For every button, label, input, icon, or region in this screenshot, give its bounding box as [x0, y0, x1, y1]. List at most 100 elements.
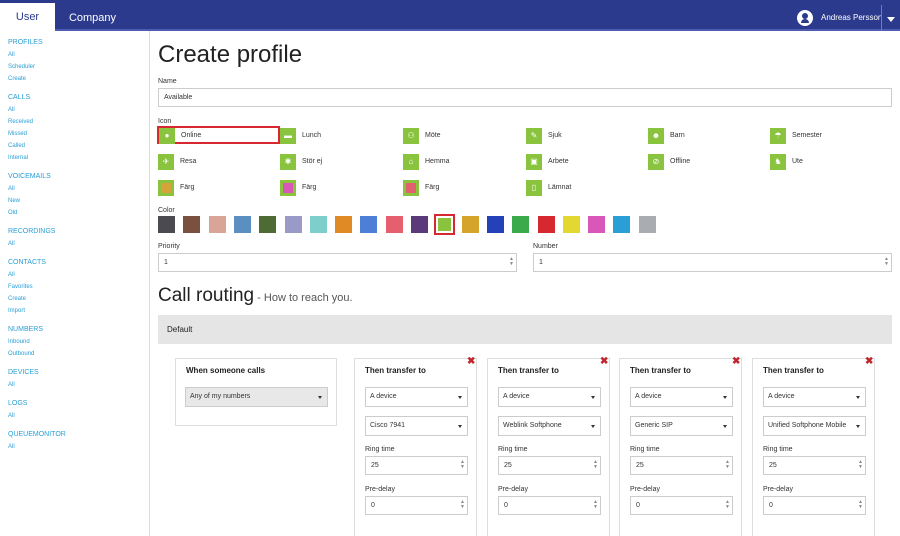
tab-user[interactable]: User [0, 3, 55, 31]
color-swatch[interactable] [461, 216, 479, 233]
sidebar-item[interactable]: All [8, 52, 15, 58]
color-swatch[interactable] [537, 216, 555, 233]
sidebar-section-calls[interactable]: CALLS [8, 94, 31, 101]
icon-option[interactable]: ▬ Lunch [280, 128, 400, 144]
transfer-type-select[interactable]: A device [365, 387, 468, 407]
remove-step-icon[interactable]: ✖ [732, 356, 741, 367]
sidebar-item[interactable]: Outbound [8, 351, 35, 357]
spinner-icon[interactable]: ▲ ▼ [858, 459, 863, 470]
color-swatch[interactable] [158, 216, 175, 233]
sidebar-item[interactable]: All [8, 413, 15, 419]
name-input[interactable]: Available [158, 88, 892, 107]
color-swatch[interactable] [486, 216, 504, 233]
spinner-icon[interactable]: ▲ ▼ [460, 499, 465, 510]
sidebar-section-logs[interactable]: LOGS [8, 400, 28, 407]
sidebar-item[interactable]: Scheduler [8, 64, 36, 70]
pre-delay-input[interactable]: 0 ▲ ▼ [763, 496, 866, 515]
icon-option[interactable]: ✈ Resa [158, 154, 278, 170]
number-input[interactable]: 1 ▲ ▼ [533, 253, 892, 272]
sidebar-item[interactable]: All [8, 382, 15, 388]
sidebar-section-contacts[interactable]: CONTACTS [8, 259, 46, 266]
transfer-type-select[interactable]: A device [630, 387, 733, 407]
color-swatch[interactable] [335, 216, 353, 233]
transfer-type-select[interactable]: A device [763, 387, 866, 407]
color-swatch[interactable] [284, 216, 302, 233]
transfer-type-select[interactable]: A device [498, 387, 601, 407]
icon-option[interactable]: ♞ Ute [770, 154, 890, 170]
icon-option[interactable]: ⊘ Offline [648, 154, 768, 170]
ring-time-input[interactable]: 25 ▲ ▼ [763, 456, 866, 475]
sidebar-section-recordings[interactable]: RECORDINGS [8, 228, 56, 235]
sidebar-item[interactable]: Internal [8, 155, 29, 161]
sidebar-item[interactable]: All [8, 186, 15, 192]
color-swatch[interactable] [562, 216, 580, 233]
spinner-icon[interactable]: ▲ ▼ [858, 499, 863, 510]
tab-company[interactable]: Company [68, 12, 117, 24]
ring-time-input[interactable]: 25 ▲ ▼ [630, 456, 733, 475]
icon-option[interactable]: ☻ Barn [648, 128, 768, 144]
sidebar-item[interactable]: Import [8, 308, 26, 314]
remove-step-icon[interactable]: ✖ [467, 356, 476, 367]
icon-option[interactable]: ▯ Lämnat [526, 180, 646, 196]
spinner-icon[interactable]: ▲ ▼ [509, 256, 514, 267]
source-select[interactable]: Any of my numbers [185, 387, 328, 407]
spinner-icon[interactable]: ▲ ▼ [884, 256, 889, 267]
device-select[interactable]: Cisco 7941 [365, 416, 468, 436]
icon-option[interactable]: ☂ Semester [770, 128, 890, 144]
color-swatch[interactable] [588, 216, 606, 233]
color-swatch[interactable] [512, 216, 530, 233]
sidebar-item[interactable]: Called [8, 143, 26, 149]
remove-step-icon[interactable]: ✖ [600, 356, 609, 367]
icon-option[interactable]: ▣ Arbete [526, 154, 646, 170]
icon-option[interactable]: Färg [280, 180, 400, 196]
color-swatch[interactable] [613, 216, 631, 233]
sidebar-section-devices[interactable]: DEVICES [8, 369, 39, 376]
spinner-icon[interactable]: ▲ ▼ [593, 499, 598, 510]
pre-delay-input[interactable]: 0 ▲ ▼ [365, 496, 468, 515]
sidebar-section-profiles[interactable]: PROFILES [8, 39, 43, 46]
sidebar-item[interactable]: All [8, 107, 15, 113]
color-swatch[interactable] [259, 216, 277, 233]
color-swatch[interactable] [411, 216, 428, 233]
sidebar-section-queuemonitor[interactable]: QUEUEMONITOR [8, 431, 66, 438]
icon-option[interactable]: Färg [403, 180, 523, 196]
user-avatar-icon[interactable] [797, 10, 813, 26]
sidebar-item[interactable]: Inbound [8, 339, 30, 345]
sidebar-item[interactable]: Old [8, 210, 18, 216]
sidebar-item[interactable]: New [8, 198, 21, 204]
priority-input[interactable]: 1 ▲ ▼ [158, 253, 517, 272]
pre-delay-input[interactable]: 0 ▲ ▼ [630, 496, 733, 515]
spinner-icon[interactable]: ▲ ▼ [593, 459, 598, 470]
color-swatch[interactable] [183, 216, 201, 233]
username[interactable]: Andreas Persson [821, 13, 883, 22]
color-swatch[interactable] [233, 216, 251, 233]
icon-option[interactable]: Färg [158, 180, 278, 196]
device-select[interactable]: Weblink Softphone [498, 416, 601, 436]
icon-option[interactable]: ✎ Sjuk [526, 128, 646, 144]
color-swatch[interactable] [434, 214, 456, 235]
color-swatch[interactable] [208, 216, 226, 233]
sidebar-item[interactable]: Received [8, 119, 34, 125]
spinner-icon[interactable]: ▲ ▼ [725, 459, 730, 470]
sidebar-item[interactable]: Create [8, 296, 27, 302]
sidebar-item[interactable]: Favorites [8, 284, 33, 290]
spinner-icon[interactable]: ▲ ▼ [460, 459, 465, 470]
sidebar-section-voicemails[interactable]: VOICEMAILS [8, 173, 51, 180]
sidebar-item[interactable]: Create [8, 76, 27, 82]
color-swatch[interactable] [360, 216, 378, 233]
user-menu-dropdown-icon[interactable] [881, 5, 900, 31]
sidebar-item[interactable]: All [8, 241, 15, 247]
icon-option[interactable]: ✱ Stör ej [280, 154, 400, 170]
sidebar-item[interactable]: All [8, 444, 15, 450]
sidebar-section-numbers[interactable]: NUMBERS [8, 326, 44, 333]
pre-delay-input[interactable]: 0 ▲ ▼ [498, 496, 601, 515]
color-swatch[interactable] [309, 216, 327, 233]
sidebar-item[interactable]: All [8, 272, 15, 278]
remove-step-icon[interactable]: ✖ [865, 356, 874, 367]
icon-option[interactable]: ⚇ Möte [403, 128, 523, 144]
sidebar-item[interactable]: Missed [8, 131, 28, 137]
color-swatch[interactable] [385, 216, 403, 233]
device-select[interactable]: Generic SIP [630, 416, 733, 436]
spinner-icon[interactable]: ▲ ▼ [725, 499, 730, 510]
default-routing-tab[interactable]: Default [158, 315, 892, 344]
